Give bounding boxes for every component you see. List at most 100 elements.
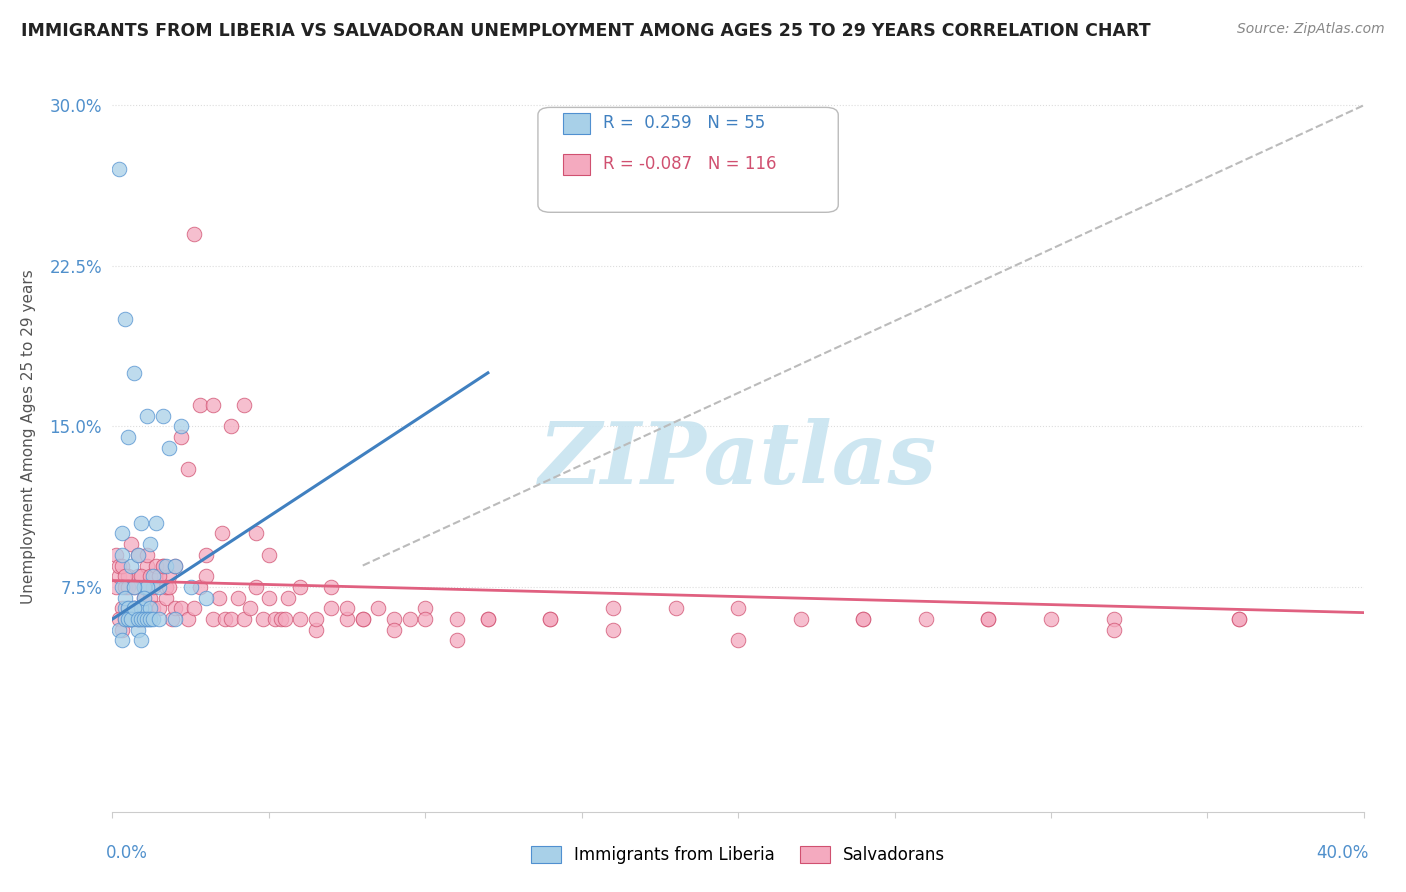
Point [352,612,374,626]
Point [790,612,813,626]
Point [382,623,405,637]
Point [415,612,437,626]
Point [142,612,165,626]
Point [252,612,274,626]
Point [977,612,1000,626]
Y-axis label: Unemployment Among Ages 25 to 29 years: Unemployment Among Ages 25 to 29 years [21,269,35,605]
Point [127,548,149,562]
Point [135,612,157,626]
Point [135,612,157,626]
Point [132,580,155,594]
Point [111,526,134,541]
Point [114,612,136,626]
Point [195,548,218,562]
Point [163,601,186,615]
Point [139,612,162,626]
Point [129,601,152,615]
Point [127,548,149,562]
Point [107,612,129,626]
Point [117,612,139,626]
Point [120,612,142,626]
Point [111,623,134,637]
Point [120,612,142,626]
Point [852,612,875,626]
Point [201,398,224,412]
Point [221,419,243,434]
Point [129,516,152,530]
Point [111,580,134,594]
Point [142,580,165,594]
Point [111,548,134,562]
Point [124,601,146,615]
Point [321,601,343,615]
Point [290,612,312,626]
Point [152,409,174,423]
Point [163,558,186,573]
Point [245,526,267,541]
Point [852,612,875,626]
Point [157,580,180,594]
Point [145,569,167,583]
Point [1102,612,1125,626]
Point [139,569,162,583]
Legend: Immigrants from Liberia, Salvadorans: Immigrants from Liberia, Salvadorans [524,839,952,871]
Point [111,558,134,573]
Point [148,569,170,583]
Point [129,633,152,648]
Point [163,612,186,626]
Point [446,633,468,648]
Point [336,601,359,615]
Point [120,612,142,626]
Point [148,601,170,615]
Point [135,548,157,562]
Point [107,162,129,177]
Point [148,580,170,594]
Point [180,580,202,594]
Text: IMMIGRANTS FROM LIBERIA VS SALVADORAN UNEMPLOYMENT AMONG AGES 25 TO 29 YEARS COR: IMMIGRANTS FROM LIBERIA VS SALVADORAN UN… [21,22,1150,40]
Point [915,612,938,626]
Point [135,558,157,573]
Point [352,612,374,626]
Point [170,430,193,444]
Point [135,580,157,594]
Point [127,623,149,637]
Point [129,569,152,583]
Text: R = -0.087   N = 116: R = -0.087 N = 116 [603,155,776,173]
Point [239,601,262,615]
Point [1227,612,1250,626]
Point [124,612,146,626]
Point [305,623,328,637]
Point [127,612,149,626]
Point [176,462,198,476]
Text: 40.0%: 40.0% [1316,844,1369,862]
Point [129,612,152,626]
Point [602,601,624,615]
Point [124,580,146,594]
Point [232,612,254,626]
Point [117,580,139,594]
Point [104,580,127,594]
Point [132,612,155,626]
Point [145,516,167,530]
Point [152,558,174,573]
FancyBboxPatch shape [562,112,591,134]
Text: 0.0%: 0.0% [105,844,148,862]
Point [245,580,267,594]
Point [336,612,359,626]
Point [221,612,243,626]
Point [211,526,233,541]
Point [398,612,420,626]
Point [120,612,142,626]
Point [120,558,142,573]
Point [139,537,162,551]
Point [1102,623,1125,637]
Point [135,409,157,423]
Point [183,227,205,241]
Point [446,612,468,626]
Point [142,569,165,583]
Point [107,569,129,583]
Point [727,601,749,615]
Point [120,612,142,626]
Point [117,612,139,626]
Point [114,580,136,594]
